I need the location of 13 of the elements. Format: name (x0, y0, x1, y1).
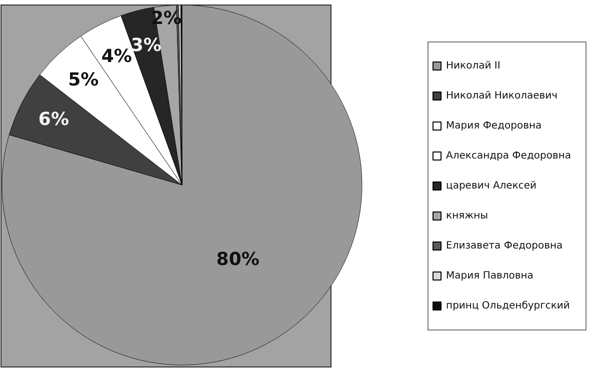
legend-label: Елизавета Федоровна (446, 240, 563, 252)
data-label: 80% (216, 248, 260, 270)
data-label: 4% (101, 46, 132, 68)
legend-label: царевич Алексей (446, 180, 537, 192)
legend-label: Мария Федоровна (446, 120, 542, 132)
legend-label: княжны (446, 210, 488, 222)
legend-label: Николай II (446, 60, 500, 72)
legend-label: Мария Павловна (446, 270, 534, 282)
legend-label: Николай Николаевич (446, 90, 558, 102)
data-label: 5% (68, 70, 99, 91)
legend-label: принц Ольденбургский (446, 300, 570, 312)
legend-label: Александра Федоровна (446, 150, 572, 162)
data-label: 6% (38, 109, 69, 130)
